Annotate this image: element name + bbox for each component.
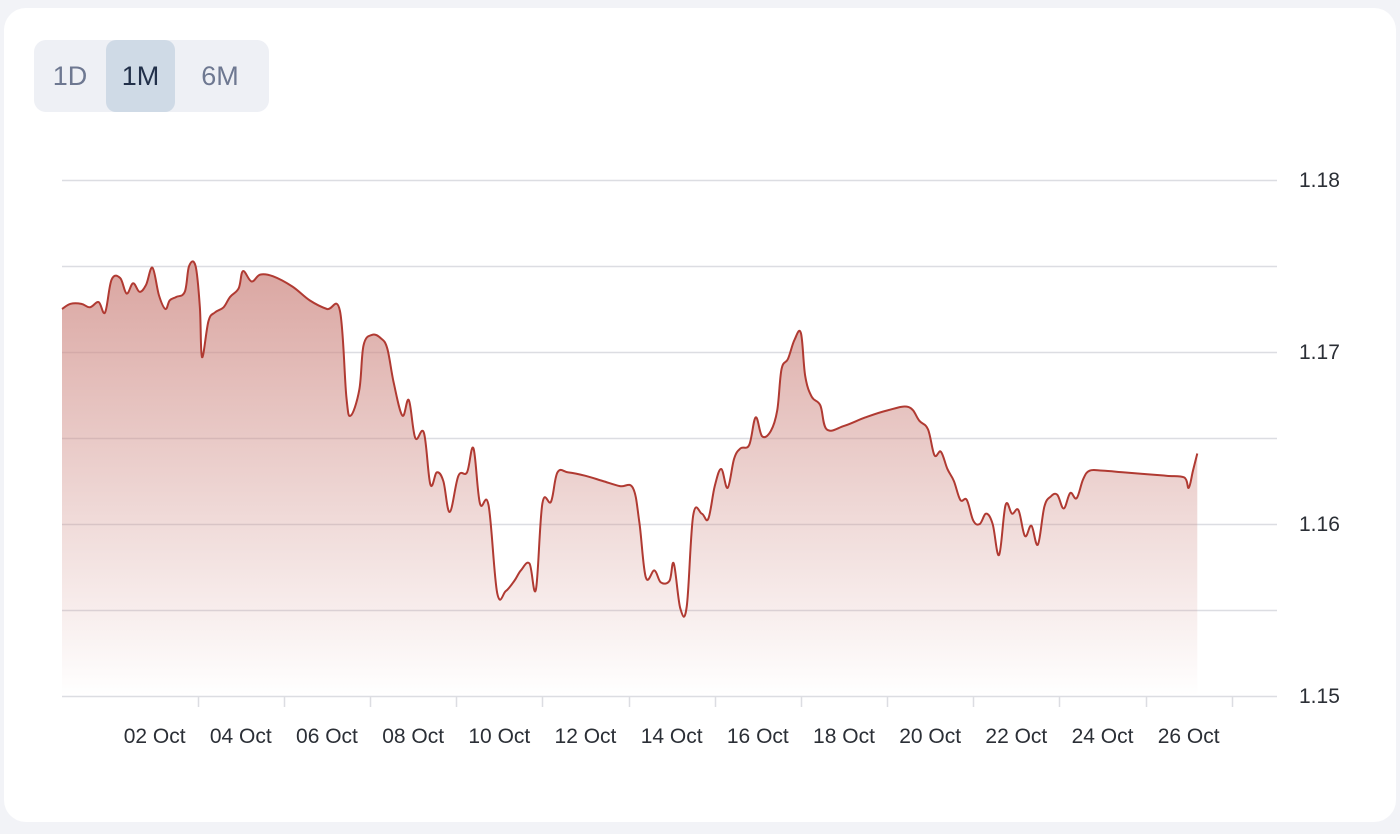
y-tick-label: 1.16 <box>1299 513 1340 536</box>
x-tick-label: 08 Oct <box>382 725 444 748</box>
x-tick-label: 10 Oct <box>468 725 530 748</box>
x-tick-label: 26 Oct <box>1158 725 1220 748</box>
x-tick-label: 16 Oct <box>727 725 789 748</box>
range-6m-button[interactable]: 6M <box>201 60 239 91</box>
x-tick-label: 20 Oct <box>899 725 961 748</box>
y-tick-label: 1.17 <box>1299 341 1340 364</box>
range-1m-button[interactable]: 1M <box>106 40 175 112</box>
axis-layer: 1.15 1.16 1.17 1.18 02 Oct 04 Oct 06 Oct 08 Oct… <box>124 169 1340 748</box>
range-1d-button[interactable]: 1D <box>52 60 88 91</box>
x-tick-label: 06 Oct <box>296 725 358 748</box>
x-tick-label: 02 Oct <box>124 725 186 748</box>
x-tick-label: 04 Oct <box>210 725 272 748</box>
range-selector: 1D 1M 6M <box>34 40 269 112</box>
price-line <box>61 260 1199 618</box>
x-tick-label: 22 Oct <box>985 725 1047 748</box>
y-tick-label: 1.15 <box>1299 685 1340 708</box>
x-tick-label: 12 Oct <box>555 725 617 748</box>
x-tick-label: 18 Oct <box>813 725 875 748</box>
series-layer <box>61 260 1199 696</box>
x-tick-label: 24 Oct <box>1072 725 1134 748</box>
x-tick-label: 14 Oct <box>641 725 703 748</box>
y-tick-label: 1.18 <box>1299 169 1340 192</box>
price-area-fill <box>62 261 1198 696</box>
